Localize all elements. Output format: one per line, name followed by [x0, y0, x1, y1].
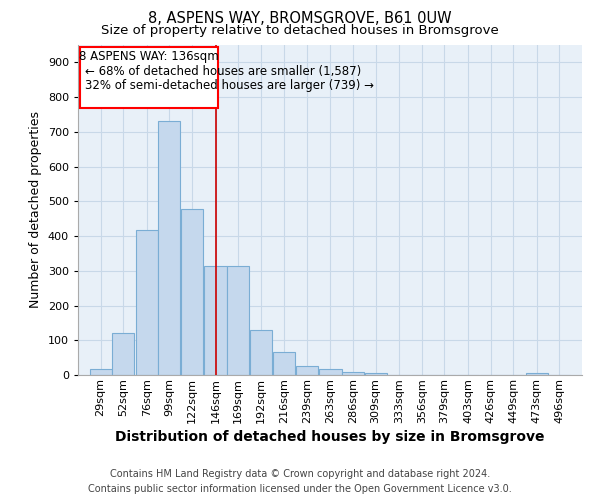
Text: ← 68% of detached houses are smaller (1,587): ← 68% of detached houses are smaller (1,…	[85, 65, 361, 78]
Bar	[526, 373, 548, 375]
Y-axis label: Number of detached properties: Number of detached properties	[29, 112, 42, 308]
Bar	[89, 368, 112, 375]
Bar	[319, 368, 341, 375]
Bar	[365, 374, 387, 375]
Bar	[273, 352, 295, 375]
Text: 8 ASPENS WAY: 136sqm: 8 ASPENS WAY: 136sqm	[79, 50, 219, 63]
FancyBboxPatch shape	[80, 46, 218, 108]
X-axis label: Distribution of detached houses by size in Bromsgrove: Distribution of detached houses by size …	[115, 430, 545, 444]
Bar	[136, 230, 158, 375]
Text: 32% of semi-detached houses are larger (739) →: 32% of semi-detached houses are larger (…	[85, 79, 374, 92]
Text: 8, ASPENS WAY, BROMSGROVE, B61 0UW: 8, ASPENS WAY, BROMSGROVE, B61 0UW	[148, 11, 452, 26]
Text: Size of property relative to detached houses in Bromsgrove: Size of property relative to detached ho…	[101, 24, 499, 37]
Bar	[205, 266, 227, 375]
Bar	[227, 266, 249, 375]
Bar	[181, 209, 203, 375]
Bar	[342, 372, 364, 375]
Bar	[158, 122, 181, 375]
Text: Contains HM Land Registry data © Crown copyright and database right 2024.
Contai: Contains HM Land Registry data © Crown c…	[88, 468, 512, 493]
Bar	[250, 330, 272, 375]
Bar	[112, 334, 134, 375]
Bar	[296, 366, 318, 375]
